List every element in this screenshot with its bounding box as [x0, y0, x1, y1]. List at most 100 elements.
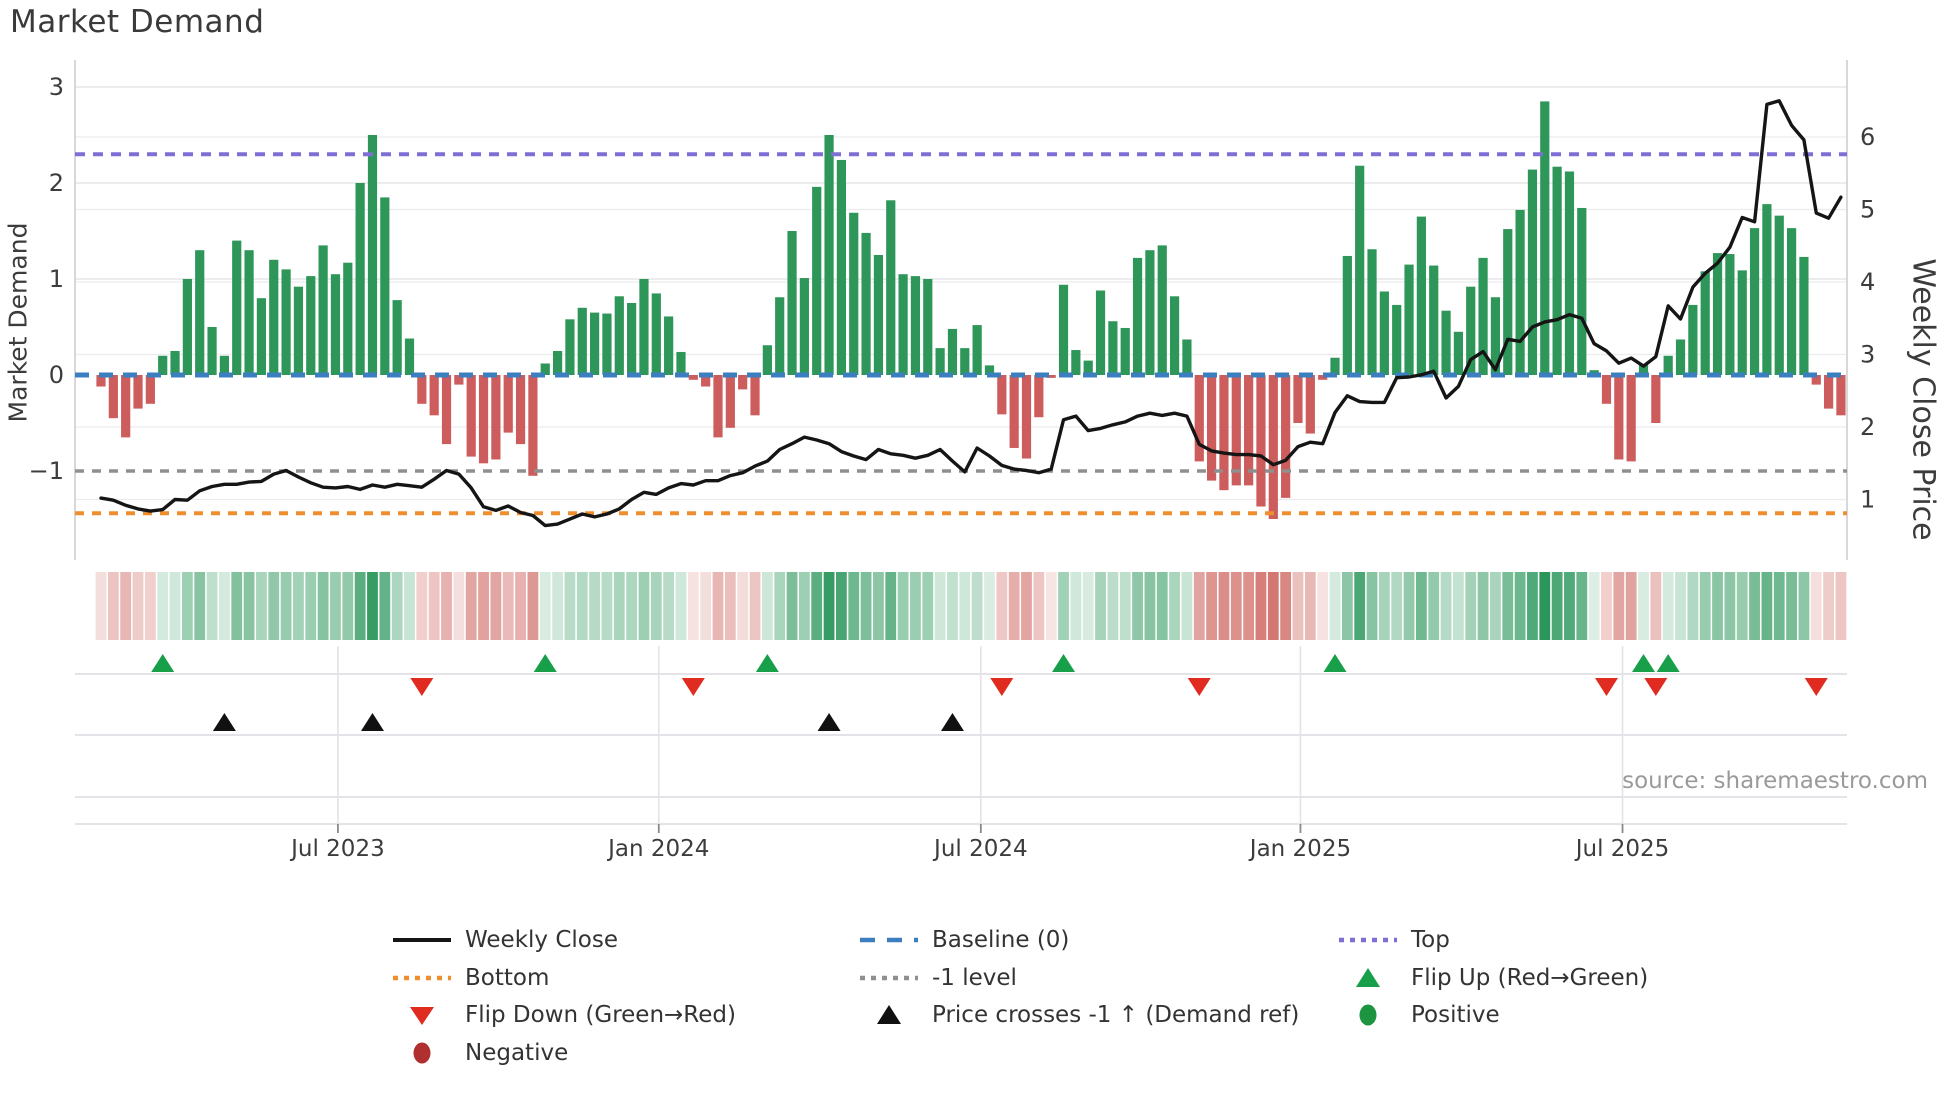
flip-up-markers: [151, 654, 1680, 672]
demand-bar: [1799, 256, 1809, 375]
demand-bar: [997, 375, 1007, 415]
demand-bar: [935, 348, 945, 375]
heatmap-cell: [984, 572, 995, 640]
heatmap-cell: [317, 572, 329, 640]
heatmap-cell: [1588, 572, 1600, 640]
legend-label: Flip Down (Green→Red): [465, 1002, 736, 1028]
heatmap-cell: [1440, 572, 1452, 640]
x-tick-label: Jul 2024: [932, 836, 1028, 862]
heatmap-cell: [1206, 572, 1217, 640]
heatmap-cell: [885, 572, 897, 640]
demand-bar: [1552, 166, 1562, 375]
demand-bar: [1367, 249, 1377, 375]
heatmap-cell: [1712, 572, 1723, 640]
x-axis-ticks: Jul 2023 Jan 2024 Jul 2024 Jan 2025 Jul 2025: [289, 824, 1669, 862]
demand-bar: [441, 375, 452, 445]
heatmap-cell: [1810, 572, 1822, 640]
heatmap-cell: [305, 572, 317, 640]
heatmap-cell: [1243, 572, 1255, 640]
heatmap-cell: [700, 572, 712, 640]
heatmap-cell: [1366, 572, 1378, 640]
legend-label: Negative: [465, 1040, 569, 1066]
demand-bar: [1441, 310, 1451, 375]
heatmap-cell: [712, 572, 724, 640]
demand-bar: [1083, 360, 1093, 375]
demand-bar: [1009, 375, 1019, 448]
heatmap-cell: [1317, 572, 1329, 640]
heatmap-cell: [219, 572, 230, 640]
demand-bar: [195, 250, 205, 375]
heatmap-cell: [1761, 572, 1773, 640]
demand-bar: [836, 159, 846, 375]
flip-down-marker: [1644, 678, 1668, 696]
left-axis-title: Market Demand: [3, 222, 33, 423]
demand-bar: [590, 312, 600, 375]
demand-bar: [355, 183, 365, 375]
price-cross-marker: [817, 713, 841, 731]
heatmap-cell: [1292, 572, 1304, 640]
demand-bar: [1749, 228, 1760, 375]
demand-bar: [1429, 265, 1439, 375]
demand-bar: [960, 348, 970, 375]
legend-item: -1 level: [858, 963, 1017, 993]
demand-bar: [1379, 291, 1389, 375]
heatmap-cell: [1230, 572, 1242, 640]
heatmap-cell: [1835, 572, 1847, 640]
heatmap-cell: [1255, 572, 1267, 640]
demand-bar: [725, 375, 735, 428]
heatmap-cell: [564, 572, 576, 640]
demand-bar: [318, 245, 328, 375]
heatmap-cell: [404, 572, 415, 640]
heatmap-cell: [1415, 572, 1427, 640]
demand-bar: [552, 351, 563, 375]
heatmap-cell: [1724, 572, 1736, 640]
heatmap-cell: [231, 572, 243, 640]
heatmap-cell: [798, 572, 810, 640]
heatmap-cell: [626, 572, 638, 640]
heatmap-cell: [910, 572, 921, 640]
demand-bar: [1071, 350, 1081, 375]
flip-up-marker: [1656, 654, 1680, 672]
demand-bar: [478, 375, 489, 464]
demand-bar: [1762, 204, 1772, 375]
demand-bar: [762, 345, 772, 375]
demand-bar: [1466, 286, 1476, 375]
demand-bar: [454, 375, 464, 385]
heatmap-cell: [95, 572, 107, 640]
flip-down-marker: [1594, 678, 1618, 696]
left-tick-label: 0: [49, 361, 64, 389]
heatmap-cell: [848, 572, 860, 640]
demand-bar: [1774, 215, 1784, 375]
heatmap-cell: [576, 572, 588, 640]
heatmap-cell: [613, 572, 625, 640]
legend-label: Top: [1411, 927, 1450, 953]
left-tick-label: 2: [49, 169, 64, 197]
legend-item: Flip Up (Red→Green): [1337, 963, 1648, 993]
heatmap-cell: [416, 572, 428, 640]
demand-bar: [219, 355, 229, 375]
heatmap-cell: [1169, 572, 1180, 640]
flip-down-marker: [410, 678, 434, 696]
legend-swatch-icon: [1339, 937, 1397, 943]
heatmap-cell: [1699, 572, 1711, 640]
heatmap-cell: [1502, 572, 1514, 640]
legend-item: Negative: [391, 1038, 568, 1068]
demand-bar: [1700, 271, 1710, 375]
price-cross-marker: [212, 713, 236, 731]
demand-bar: [1404, 264, 1414, 375]
heatmap-cell: [1021, 572, 1032, 640]
demand-bar: [1281, 375, 1291, 498]
demand-bar: [972, 325, 982, 375]
demand-bar: [1601, 375, 1612, 404]
heatmap-cell: [181, 572, 193, 640]
demand-bar: [984, 365, 995, 375]
right-tick-label: 3: [1860, 341, 1875, 369]
demand-bar: [1194, 375, 1204, 462]
demand-bar: [528, 375, 538, 476]
heatmap-cell: [1156, 572, 1168, 640]
demand-bar: [306, 276, 316, 375]
heatmap-cell: [823, 572, 835, 640]
demand-bar: [1614, 375, 1624, 460]
demand-bar: [1108, 321, 1118, 375]
heatmap-cell: [724, 572, 736, 640]
